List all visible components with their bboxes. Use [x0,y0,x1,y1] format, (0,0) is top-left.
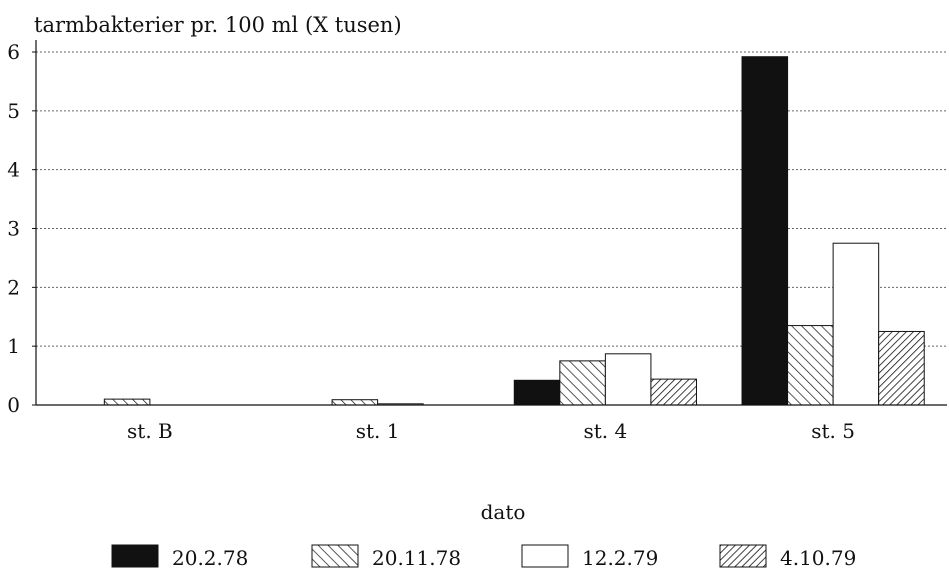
legend-swatch [719,544,767,568]
legend-item: 20.2.78 [111,544,248,570]
bar-12.2.79-st. 5 [832,242,880,406]
x-category-label: st. 4 [584,419,628,443]
bar-20.11.78-st. 4 [559,360,606,406]
y-tick-label: 6 [7,40,20,64]
legend-label: 4.10.79 [780,546,856,570]
legend-swatch [311,544,359,568]
bar-20.2.78-st. 4 [513,379,561,406]
legend-label: 12.2.79 [582,546,658,570]
x-category-label: st. 5 [811,419,855,443]
bar-4.10.79-st. 4 [650,378,697,406]
legend-item: 12.2.79 [521,544,658,570]
chart-title: tarmbakterier pr. 100 ml (X tusen) [34,13,402,37]
legend-swatch [111,544,159,568]
y-tick-label: 5 [7,99,20,123]
y-tick-label: 2 [7,275,20,299]
legend: 20.2.78 20.11.78 12.2.79 4.10.79 [111,544,856,570]
x-category-label: st. B [127,419,173,443]
bar-20.11.78-st. 1 [331,399,379,406]
bar-4.10.79-st. 5 [878,330,925,406]
bar-20.2.78-st. 5 [741,56,789,406]
y-tick-label: 1 [7,334,20,358]
bars [103,56,925,406]
legend-item: 4.10.79 [719,544,856,570]
legend-swatch [521,544,569,568]
legend-title: dato [481,500,526,524]
bar-20.11.78-st. B [103,398,151,406]
x-category-label: st. 1 [356,419,400,443]
bar-12.2.79-st. 4 [604,353,652,406]
legend-item: 20.11.78 [311,544,461,570]
x-axis-labels: st. B st. 1 st. 4 st. 5 [127,419,855,443]
y-tick-label: 4 [7,158,20,182]
legend-label: 20.2.78 [172,546,248,570]
legend-label: 20.11.78 [372,546,461,570]
y-tick-label: 3 [7,217,20,241]
gridlines [36,51,947,347]
bar-20.11.78-st. 5 [787,325,834,406]
axes [32,40,947,406]
y-tick-label: 0 [7,393,20,417]
y-axis-ticks: 0 1 2 3 4 5 6 [7,40,20,417]
